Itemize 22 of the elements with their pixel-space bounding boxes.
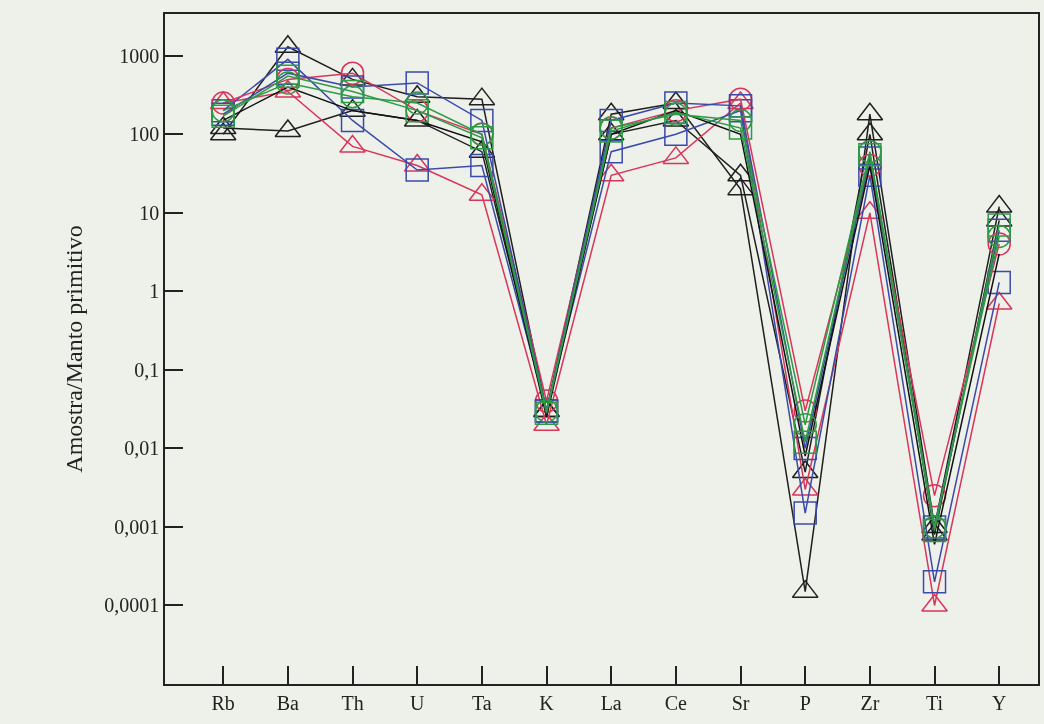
x-tick-label: Ce <box>664 691 688 714</box>
x-tick-label: Zr <box>860 691 880 714</box>
y-tick-label: 100 <box>129 123 160 146</box>
x-tick-label: U <box>409 691 425 714</box>
y-tick-label: 0,0001 <box>104 594 160 617</box>
y-tick-label: 0,001 <box>114 515 160 538</box>
x-tick-label: La <box>600 691 622 714</box>
y-tick-label: 0,1 <box>134 358 160 381</box>
x-tick-label: Ti <box>925 691 944 714</box>
x-tick-label: Ta <box>472 691 492 714</box>
x-tick-label: Y <box>991 691 1007 714</box>
x-tick-label: P <box>799 691 811 714</box>
y-tick-label: 1000 <box>119 44 160 67</box>
x-tick-label: Sr <box>731 691 750 714</box>
x-tick-label: K <box>539 691 555 714</box>
x-tick-label: Ba <box>276 691 300 714</box>
y-tick-label: 10 <box>139 201 160 224</box>
y-tick-label: 0,01 <box>124 437 160 460</box>
y-axis-title: Amostra/Manto primitivo <box>60 225 87 473</box>
y-tick-label: 1 <box>149 280 160 303</box>
x-tick-label: Th <box>341 691 364 714</box>
x-tick-label: Rb <box>211 691 235 714</box>
